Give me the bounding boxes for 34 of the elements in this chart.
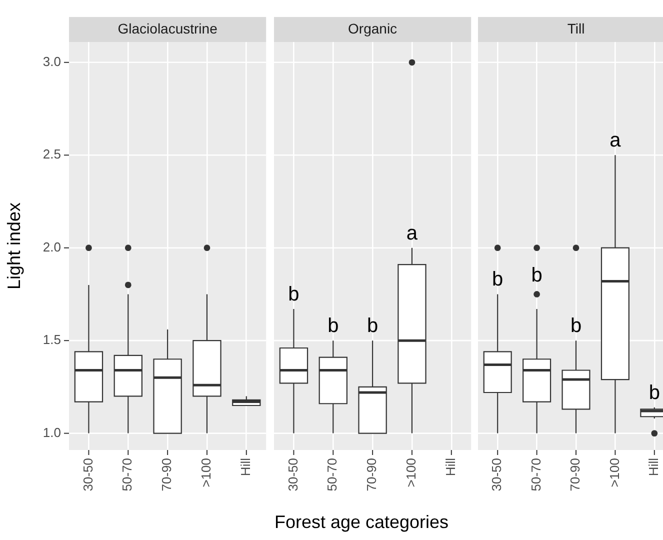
annotation: a — [406, 222, 418, 244]
chart-title: Till — [567, 20, 585, 36]
annotation: b — [492, 268, 504, 291]
x-tick-label: 30-50 — [489, 458, 504, 492]
x-tick-label: 50-70 — [528, 458, 544, 492]
x-tick-label: Hill — [238, 458, 253, 476]
x-tick-label: >100 — [606, 458, 622, 488]
x-tick-label: 30-50 — [285, 458, 300, 492]
annotation: b — [648, 382, 660, 404]
annotation: a — [610, 130, 622, 152]
x-tick-label: 70-90 — [364, 458, 380, 492]
x-tick-label: Hill — [442, 458, 458, 476]
x-tick-label: 70-90 — [568, 458, 583, 492]
annotation: b — [288, 284, 300, 306]
annotation: b — [531, 264, 542, 287]
x-tick-label: Hill — [646, 458, 661, 476]
y-tick-label: 2.0 — [42, 239, 61, 254]
x-axis-title: Forest age categories — [273, 512, 450, 533]
y-axis-title: Light index — [4, 202, 24, 290]
x-tick-label: 50-70 — [120, 458, 135, 492]
annotation: b — [366, 315, 378, 338]
annotation: b — [570, 315, 582, 338]
x-tick-label: 30-50 — [80, 458, 96, 492]
x-tick-label: 70-90 — [159, 458, 174, 492]
annotation: b — [328, 315, 339, 338]
y-tick-label: 1.0 — [42, 424, 61, 440]
x-tick-label: >100 — [404, 458, 419, 488]
x-tick-label: >100 — [198, 458, 214, 488]
chart-title: Glaciolacustrine — [118, 20, 218, 36]
chart-title: Organic — [348, 20, 398, 36]
y-tick-label: 3.0 — [42, 54, 61, 69]
y-tick-label: 2.5 — [42, 146, 61, 162]
y-tick-label: 1.5 — [42, 332, 61, 348]
x-tick-label: 50-70 — [324, 458, 340, 492]
